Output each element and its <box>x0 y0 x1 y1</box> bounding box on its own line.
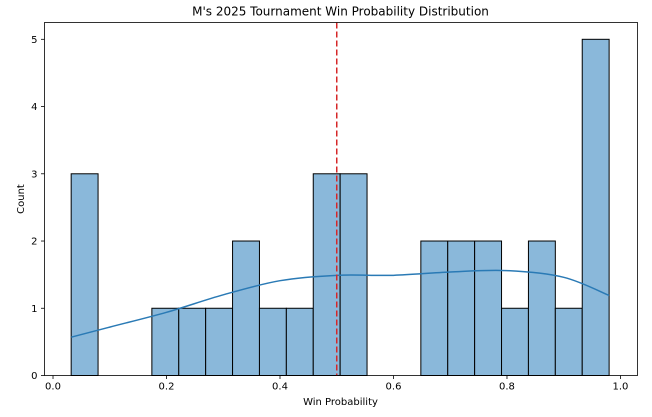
histogram-bar <box>151 307 180 376</box>
histogram-bar <box>554 307 583 376</box>
y-tick-label: 5 <box>31 35 37 46</box>
y-tick-label: 2 <box>31 237 37 248</box>
histogram-bar <box>70 173 99 376</box>
x-tick-label: 0.8 <box>499 382 515 393</box>
x-tick-label: 0.4 <box>272 382 288 393</box>
histogram-bar <box>581 38 610 377</box>
histogram-bar <box>501 307 529 376</box>
y-tick-label: 0 <box>31 371 37 382</box>
plot-frame <box>44 22 638 376</box>
y-tick-label: 1 <box>31 304 37 315</box>
histogram-bar <box>285 307 314 376</box>
histogram-bar <box>474 240 503 376</box>
histogram-bar <box>258 307 287 376</box>
x-tick-label: 0.0 <box>45 382 61 393</box>
histogram-bar <box>232 240 260 376</box>
histogram-bar <box>420 240 449 376</box>
histogram-bar <box>447 240 476 376</box>
histogram-bar <box>178 307 207 376</box>
x-axis-ticks: 0.0 0.2 0.4 0.6 0.8 1.0 <box>45 375 629 393</box>
x-tick-label: 1.0 <box>613 382 629 393</box>
y-tick-label: 3 <box>31 169 37 180</box>
histogram-bar <box>205 307 234 376</box>
y-axis-title: Count <box>16 184 27 214</box>
y-axis-ticks: 0 1 2 3 4 5 <box>31 35 45 382</box>
x-tick-label: 0.6 <box>386 382 402 393</box>
histogram-bar <box>527 240 556 376</box>
bars-layer <box>70 38 610 377</box>
y-tick-label: 4 <box>31 102 37 113</box>
x-axis-title: Win Probability <box>303 397 378 408</box>
chart-title: M's 2025 Tournament Win Probability Dist… <box>192 5 489 19</box>
x-tick-label: 0.2 <box>159 382 175 393</box>
